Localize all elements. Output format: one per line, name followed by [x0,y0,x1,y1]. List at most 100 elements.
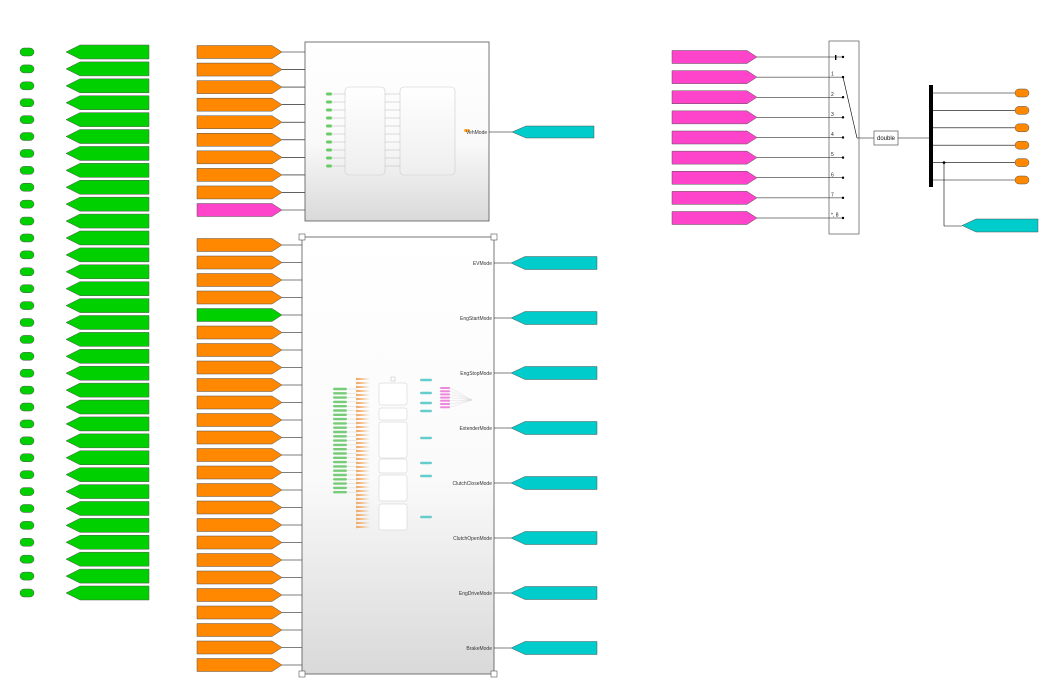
goto-tag[interactable] [510,476,598,490]
outport-pill[interactable] [1014,106,1030,115]
goto-tag[interactable] [65,146,150,161]
inport-pill[interactable] [19,81,35,91]
from-tag[interactable] [196,45,283,59]
goto-tag[interactable] [65,433,150,449]
from-tag[interactable] [671,130,758,145]
from-tag[interactable] [196,588,283,602]
inport-pill[interactable] [19,115,35,124]
from-tag[interactable] [671,90,758,104]
from-tag[interactable] [196,465,283,480]
from-tag[interactable] [196,640,283,655]
inport-pill[interactable] [19,199,35,209]
outport-pill[interactable] [1014,123,1030,133]
inport-pill[interactable] [19,436,35,446]
goto-tag[interactable] [65,298,150,313]
from-tag[interactable] [196,80,283,94]
goto-tag[interactable] [65,416,150,432]
goto-tag[interactable] [65,365,150,381]
from-tag[interactable] [671,50,758,64]
from-tag[interactable] [196,483,283,497]
resize-handle[interactable] [490,233,498,241]
resize-handle[interactable] [490,670,498,678]
goto-tag[interactable] [510,641,598,655]
goto-tag[interactable] [65,315,150,330]
inport-pill[interactable] [19,385,35,395]
inport-pill[interactable] [19,233,35,243]
goto-tag[interactable] [65,349,150,364]
goto-tag[interactable] [510,531,598,545]
from-tag[interactable] [196,605,283,620]
from-tag[interactable] [196,238,283,252]
from-tag[interactable] [671,150,758,165]
inport-pill[interactable] [19,487,35,496]
outport-pill[interactable] [1014,158,1030,167]
goto-tag[interactable] [961,218,1039,233]
from-tag[interactable] [196,518,283,532]
from-tag[interactable] [196,150,283,165]
goto-tag[interactable] [65,264,150,280]
from-tag[interactable] [196,535,283,550]
goto-tag[interactable] [511,125,595,139]
from-tag[interactable] [196,115,283,129]
from-tag[interactable] [196,97,283,112]
outport-pill[interactable] [1014,175,1030,185]
from-tag[interactable] [196,570,283,585]
from-tag[interactable] [196,325,283,340]
goto-tag[interactable] [65,518,150,533]
goto-tag[interactable] [65,196,150,212]
inport-pill[interactable] [19,132,35,141]
inport-pill[interactable] [19,301,35,310]
demux-block[interactable] [929,85,933,187]
from-tag[interactable] [196,255,283,270]
from-tag[interactable] [196,378,283,392]
from-tag[interactable] [196,343,283,357]
goto-tag[interactable] [65,281,150,296]
inport-pill[interactable] [19,216,35,226]
goto-tag[interactable] [65,78,150,94]
from-tag[interactable] [196,308,283,322]
inport-pill[interactable] [19,318,35,327]
inport-pill[interactable] [19,335,35,344]
inport-pill[interactable] [19,419,35,429]
from-tag[interactable] [196,553,283,567]
goto-tag[interactable] [510,586,598,600]
outport-pill[interactable] [1014,140,1030,150]
inport-pill[interactable] [19,47,35,57]
inport-pill[interactable] [19,554,35,564]
goto-tag[interactable] [65,247,150,263]
from-tag[interactable] [671,211,758,225]
goto-tag[interactable] [65,399,150,415]
inport-pill[interactable] [19,64,35,74]
goto-tag[interactable] [65,501,150,516]
from-tag[interactable] [671,171,758,185]
goto-tag[interactable] [65,551,150,567]
inport-pill[interactable] [19,250,35,260]
goto-tag[interactable] [65,163,150,178]
goto-tag[interactable] [510,256,598,270]
goto-tag[interactable] [65,112,150,127]
goto-tag[interactable] [65,467,150,482]
goto-tag[interactable] [65,585,150,601]
from-tag[interactable] [196,273,283,287]
from-tag[interactable] [196,413,283,427]
inport-pill[interactable] [19,588,35,598]
from-tag[interactable] [196,168,283,182]
inport-pill[interactable] [19,284,35,293]
outport-pill[interactable] [1014,88,1030,98]
from-tag[interactable] [196,623,283,637]
goto-tag[interactable] [510,366,598,380]
from-tag[interactable] [196,448,283,462]
goto-tag[interactable] [65,61,150,77]
mode-logic-subsystem[interactable] [304,41,490,222]
inport-pill[interactable] [19,402,35,412]
from-tag[interactable] [196,290,283,305]
inport-pill[interactable] [19,453,35,462]
from-tag[interactable] [671,70,758,84]
goto-tag[interactable] [510,421,598,435]
inport-pill[interactable] [19,521,35,530]
from-tag[interactable] [196,395,283,410]
from-tag[interactable] [196,62,283,77]
goto-tag[interactable] [65,535,150,550]
goto-tag[interactable] [65,382,150,398]
from-tag[interactable] [671,110,758,125]
